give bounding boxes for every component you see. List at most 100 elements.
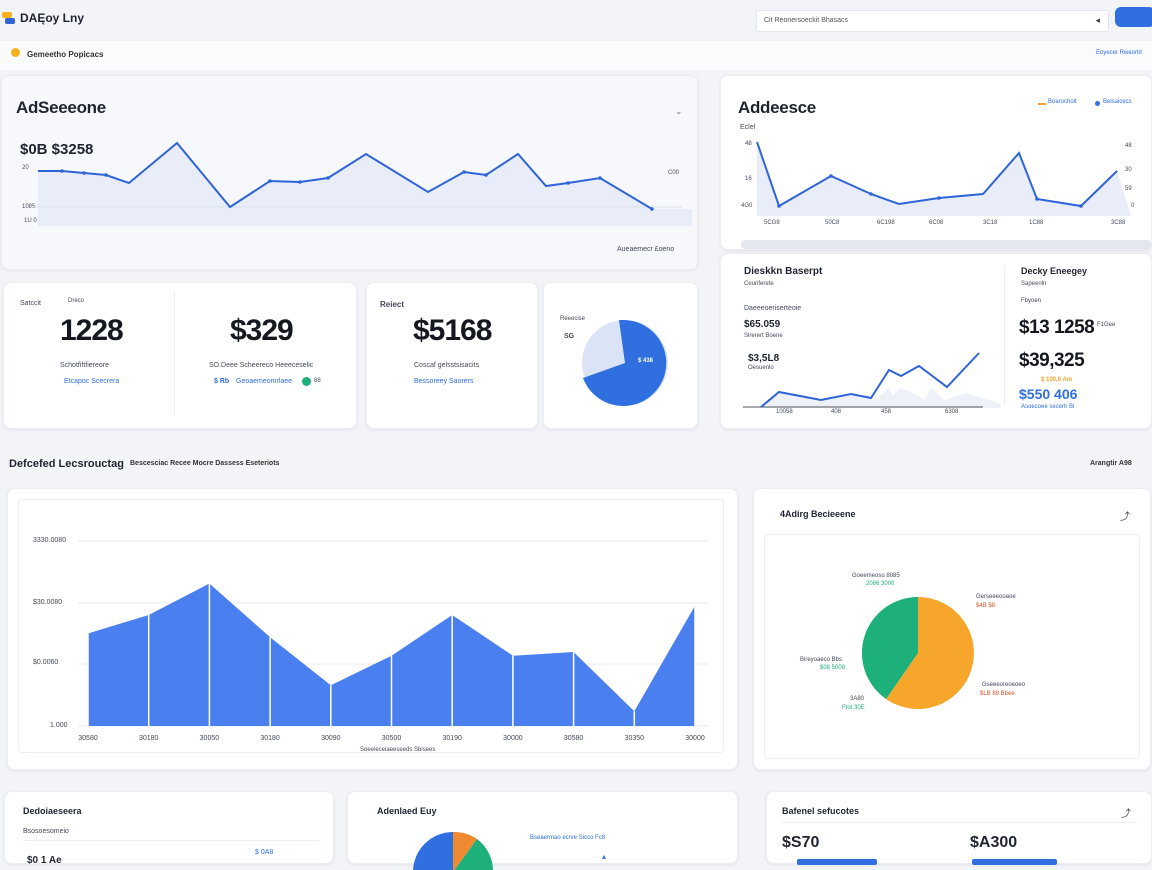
stat2-desc: SO.Deee Scheereco Heeeceselic	[209, 362, 314, 369]
card3-x-1: 408	[831, 409, 842, 415]
card3-l2: $65.059	[744, 319, 781, 330]
card4-v3s: Asoecoee secerh Bl	[1021, 404, 1075, 410]
card4-label: Fbyoen	[1021, 298, 1042, 304]
right-tick: C00	[668, 170, 680, 176]
x-tick-label: 30350	[625, 735, 645, 742]
pie-top-label: Goeemeoso 8085	[852, 573, 900, 579]
stat2-tag1: $ Rb	[214, 378, 230, 385]
addeesce-title: Addeesce	[738, 98, 816, 117]
stat-card-2: Reiect $5168 Coscaf gelsstsisacits Besso…	[366, 282, 538, 429]
card3-title: Dieskkn Baserpt	[744, 266, 823, 277]
search-input[interactable]: Cit Reonersoeckit Bhasacs	[764, 17, 849, 24]
app-logo	[0, 10, 16, 26]
stat4-label: Reeecise	[560, 316, 586, 322]
breadcrumb-dot-icon	[11, 48, 20, 57]
b1-divider	[23, 840, 319, 841]
y-tick-bottom: 1085	[22, 204, 36, 210]
card3-x-2: 458	[881, 409, 892, 415]
right-tick-3: 0	[1131, 203, 1135, 209]
stat2-value: $329	[230, 314, 294, 347]
pie-left-value: $08 5008	[820, 665, 846, 671]
x-tick-label: 30000	[503, 735, 523, 742]
section-right[interactable]: Arangtir A98	[1090, 460, 1132, 467]
x-axis-right-label: Aueaemecr £oeno	[617, 246, 675, 253]
ad-revenue-title: AdSeeeone	[16, 98, 106, 117]
b1-link[interactable]: $ 0A8	[255, 849, 274, 856]
breadcrumb-bar	[0, 40, 1152, 70]
x-tick-label: 30180	[260, 735, 280, 742]
stat-card-3: Reeecise SG $ 438	[543, 282, 698, 429]
addeesce-sub: Eclel	[740, 124, 756, 131]
top-right-link[interactable]: Eoyecer Rweorld	[1096, 50, 1142, 56]
ad-revenue-line-chart	[30, 141, 692, 226]
card3-sub: Ceuriferete	[744, 281, 774, 287]
x-label-4: 3C18	[983, 220, 998, 226]
search-bar[interactable]: Cit Reonersoeckit Bhasacs ◂	[756, 10, 1109, 32]
left-tick-2: 4G0	[741, 203, 753, 209]
card3-line-chart	[743, 352, 1001, 408]
legend-orange-icon	[1038, 103, 1046, 105]
pie-right-label: Gerseeeooaoe	[976, 594, 1016, 600]
b3-menu-icon[interactable]: ⤴	[1121, 809, 1131, 820]
card3-l1: Daeeeoeriserteoie	[744, 305, 802, 312]
plot-frame	[18, 499, 724, 753]
bar-chart-card: 30580 30180 30050 30180 30090 30500 30190 30000…	[7, 488, 738, 770]
y-label-3: 1.000	[50, 722, 68, 729]
pie-card-title: 4Adirg Becieeene	[780, 509, 856, 519]
b3-v1: $S70	[782, 834, 820, 851]
search-clear-icon[interactable]: ◂	[1095, 15, 1100, 25]
card3-l4: $3,5L8	[748, 353, 780, 364]
x-label-2: 6C198	[877, 220, 895, 226]
stat1-label: Satccit	[20, 300, 42, 307]
primary-action-button[interactable]	[1115, 7, 1152, 27]
stat2-green-dot-icon	[302, 377, 311, 386]
card4-v2: $39,325	[1019, 350, 1085, 371]
section-title: Defcefed Lecsrouctag	[9, 458, 124, 470]
y-tick-top: 20	[22, 165, 29, 171]
detail-card: Dieskkn Baserpt Ceuriferete Daeeeoeriser…	[720, 253, 1152, 429]
legend-2: Belsaicecs	[1103, 99, 1132, 105]
x-tick-label: 30090	[321, 735, 341, 742]
bottom-card-3: Bafenel sefucotes ⤴ $S70 $A300	[766, 791, 1152, 865]
legend-blue-icon	[1095, 101, 1100, 106]
detail-divider	[1004, 266, 1005, 404]
b2-marker-icon: ▴	[602, 852, 607, 861]
pie-bottom-right-value: $LB 89 Bbee	[980, 691, 1015, 697]
b1-val: $0 1 Ae	[27, 855, 62, 866]
right-tick-2: 59	[1125, 186, 1132, 192]
stat4-pie-value: $ 438	[638, 358, 654, 364]
b3-divider	[782, 822, 1137, 823]
stat1-value: 1228	[60, 314, 124, 347]
stat1-divider	[174, 291, 175, 415]
bottom-card-1: Dedoiaeseera Bsosoesomeio $0 1 Ae $ 0A8	[4, 791, 334, 866]
stat1-desc: Schotfiftfiereore	[60, 362, 110, 369]
app-title: DAĘoy Lny	[20, 11, 85, 25]
b3-bar-2	[972, 859, 1057, 865]
addeesce-card: Addeesce Boarochoit Belsaicecs Eclel 48 …	[720, 75, 1152, 250]
card3-x-3: 6308	[945, 409, 959, 415]
y-label-2: $0.0060	[33, 659, 59, 666]
left-tick-1: 16	[745, 176, 752, 182]
x-label-5: 1C88	[1029, 220, 1044, 226]
ad-revenue-card: AdSeeeone ⌄ $0B $3258 20 1085 1U 0 Scsec…	[1, 75, 698, 270]
stat1-link[interactable]: Etcapoc Scecrera	[64, 378, 120, 385]
scrollbar[interactable]	[741, 240, 1151, 249]
b2-title: Adenlaed Euy	[377, 806, 437, 816]
bottom-card-2: Adenlaed Euy Bseaermao ecrve Sicco Fc8 ▴	[347, 791, 738, 870]
pie-right-value: $4B $8	[976, 603, 996, 609]
stat3-desc: Coscaf gelsstsisacits	[414, 362, 479, 369]
x-tick-label: 30580	[564, 735, 584, 742]
legend-1: Boarochoit	[1048, 99, 1077, 105]
addeesce-line-chart	[756, 141, 1131, 216]
ad-revenue-value: $0B $3258	[20, 141, 94, 158]
card3-l3: Slrerert Boene	[744, 333, 783, 339]
stat-card-1: Satccit Dreco 1228 Schotfiftfiereore Etc…	[3, 282, 357, 429]
ad-revenue-expand-icon[interactable]: ⌄	[675, 106, 683, 116]
stat3-link[interactable]: Bessoreey Saorers	[414, 378, 474, 385]
breadcrumb[interactable]: Gemeetho Popicacs	[27, 50, 104, 59]
pie-left-label: Bireyoaeco Bbs	[800, 657, 843, 663]
b1-title: Dedoiaeseera	[23, 806, 82, 816]
pie-card-menu-icon[interactable]: ⤴	[1120, 512, 1130, 523]
b3-bar-1	[797, 859, 877, 865]
x-tick-label: 30180	[139, 735, 159, 742]
